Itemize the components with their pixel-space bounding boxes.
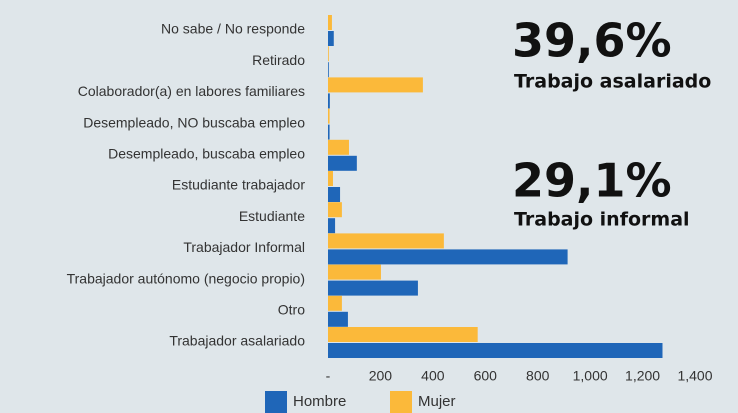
y-tick-label: Desempleado, buscaba empleo <box>108 146 305 162</box>
bar <box>328 31 334 46</box>
x-tick-label: 200 <box>369 368 393 384</box>
y-tick-label: No sabe / No responde <box>161 21 305 37</box>
y-tick-label: Colaborador(a) en labores familiares <box>78 83 305 99</box>
bar <box>328 77 423 93</box>
bar <box>328 108 330 124</box>
x-tick-label: 1,200 <box>625 368 660 384</box>
annotation-label: Trabajo asalariado <box>514 71 711 93</box>
x-tick-label: 400 <box>421 368 445 384</box>
y-tick-label: Trabajador asalariado <box>169 333 305 349</box>
y-tick-label: Retirado <box>252 52 305 68</box>
bar <box>328 233 444 249</box>
bar <box>328 264 381 280</box>
y-tick-label: Estudiante trabajador <box>172 177 305 193</box>
bar <box>328 218 336 234</box>
bar <box>328 249 568 265</box>
bar <box>328 15 332 30</box>
annotation-label: Trabajo informal <box>514 209 690 231</box>
y-tick-label: Desempleado, NO buscaba empleo <box>83 114 305 130</box>
bar <box>328 46 329 62</box>
legend-swatch <box>390 391 412 413</box>
bar <box>328 93 330 109</box>
bar <box>328 155 357 171</box>
y-tick-label: Estudiante <box>239 208 305 224</box>
bar <box>328 139 349 155</box>
y-tick-label: Trabajador Informal <box>183 239 305 255</box>
x-tick-label: 800 <box>526 368 550 384</box>
legend-swatch <box>265 391 287 413</box>
bar <box>328 202 342 218</box>
bar <box>328 327 478 342</box>
x-tick-label: 1,400 <box>677 368 712 384</box>
bar <box>328 124 330 140</box>
legend-label: Hombre <box>293 393 346 410</box>
bar <box>328 280 418 296</box>
bar <box>328 187 341 202</box>
legend-label: Mujer <box>418 393 456 410</box>
bar <box>328 171 333 186</box>
bar <box>328 295 342 311</box>
y-tick-label: Trabajador autónomo (negocio propio) <box>67 270 305 286</box>
x-tick-label: 600 <box>474 368 498 384</box>
annotation-value: 39,6% <box>512 14 672 68</box>
x-tick-label: 1,000 <box>573 368 608 384</box>
bar <box>328 62 329 78</box>
annotation-value: 29,1% <box>512 154 672 208</box>
x-tick-label: - <box>326 368 331 384</box>
bar <box>328 343 663 358</box>
bar <box>328 311 348 327</box>
y-tick-label: Otro <box>278 302 305 318</box>
